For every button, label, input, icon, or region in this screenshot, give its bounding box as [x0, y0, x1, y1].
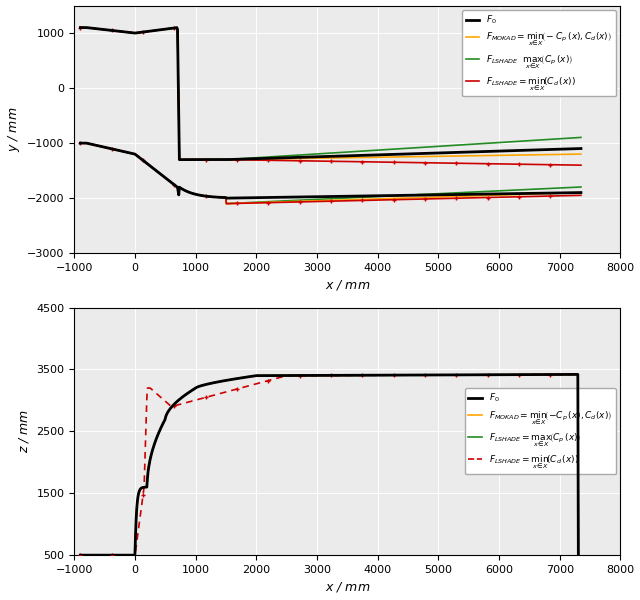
Legend: $F_0$, $F_{MOKAD} = \min_{x \in X}\!\left(-C_p(x), C_d(x)\right)$, $F_{LSHADE} =: $F_0$, $F_{MOKAD} = \min_{x \in X}\!\lef…	[465, 388, 616, 475]
Y-axis label: $y$ / mm: $y$ / mm	[6, 107, 22, 152]
X-axis label: $x$ / mm: $x$ / mm	[324, 580, 370, 595]
Legend: $F_0$, $F_{MOKAD} = \min_{x \in X}\!\left(-\ C_p(x), C_d(x)\right)$, $F_{LSHADE}: $F_0$, $F_{MOKAD} = \min_{x \in X}\!\lef…	[462, 10, 616, 97]
X-axis label: $x$ / mm: $x$ / mm	[324, 278, 370, 292]
Y-axis label: $z$ / mm: $z$ / mm	[17, 409, 31, 454]
